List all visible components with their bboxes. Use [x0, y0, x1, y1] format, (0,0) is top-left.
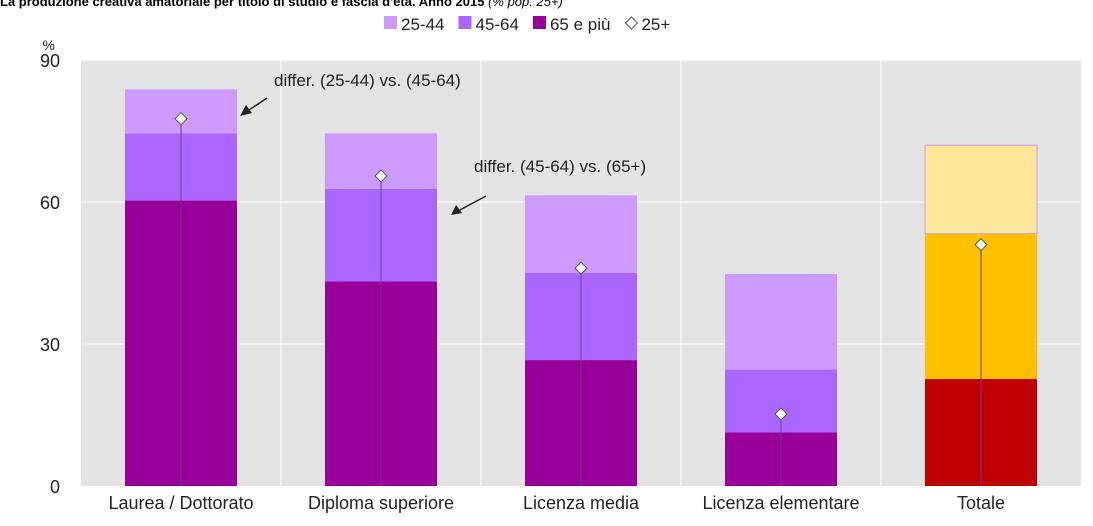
- legend-swatch: [384, 16, 397, 29]
- annotations: differ. (25-44) vs. (45-64) differ. (45-6…: [240, 71, 646, 215]
- markers-layer: [174, 111, 988, 486]
- y-tick-label: 30: [40, 335, 60, 355]
- chart-title: La produzione creativa amatoriale per ti…: [0, 0, 1093, 12]
- legend: 25-44 45-64 65 e più 25+: [384, 15, 670, 34]
- annotation-arrowhead: [240, 105, 252, 116]
- annotation-label: differ. (25-44) vs. (45-64): [274, 71, 461, 90]
- x-tick-label: Licenza media: [523, 493, 640, 513]
- x-tick-label: Totale: [957, 493, 1005, 513]
- marker-diamond: [774, 407, 788, 421]
- annotation-arrowhead: [451, 205, 462, 215]
- legend-label: 25+: [641, 15, 670, 34]
- bar-segment: [725, 273, 837, 370]
- annotation-arrow: [245, 97, 268, 113]
- axis-layer: 0 30 60 90% Laurea / Dottorato Diploma superi…: [40, 37, 1005, 513]
- annotation-label: differ. (45-64) vs. (65+): [474, 157, 646, 176]
- legend-swatch: [624, 16, 639, 30]
- legend-label: 25-44: [401, 15, 444, 34]
- x-tick-label: Diploma superiore: [308, 493, 454, 513]
- x-tick-label: Licenza elementare: [702, 493, 859, 513]
- marker-diamond: [974, 237, 988, 252]
- marker-diamond: [374, 169, 388, 183]
- bar-segment: [525, 195, 637, 273]
- legend-label: 45-64: [475, 15, 518, 34]
- marker-diamond: [174, 111, 188, 126]
- legend-swatch: [532, 16, 546, 29]
- chart-title-suffix: (% pop. 25+): [488, 0, 563, 9]
- y-tick-label: 60: [40, 193, 60, 213]
- legend-label: 65 e più: [550, 15, 611, 34]
- y-tick-label: 90: [40, 51, 60, 71]
- marker-diamond: [574, 261, 588, 275]
- annotation-arrow: [457, 195, 487, 212]
- y-axis-label: %: [43, 37, 55, 53]
- legend-swatch: [458, 16, 472, 29]
- x-tick-label: Laurea / Dottorato: [108, 493, 253, 513]
- bar-segment: [924, 144, 1038, 235]
- y-tick-label: 0: [50, 477, 60, 497]
- chart-title-text: La produzione creativa amatoriale per ti…: [0, 0, 485, 9]
